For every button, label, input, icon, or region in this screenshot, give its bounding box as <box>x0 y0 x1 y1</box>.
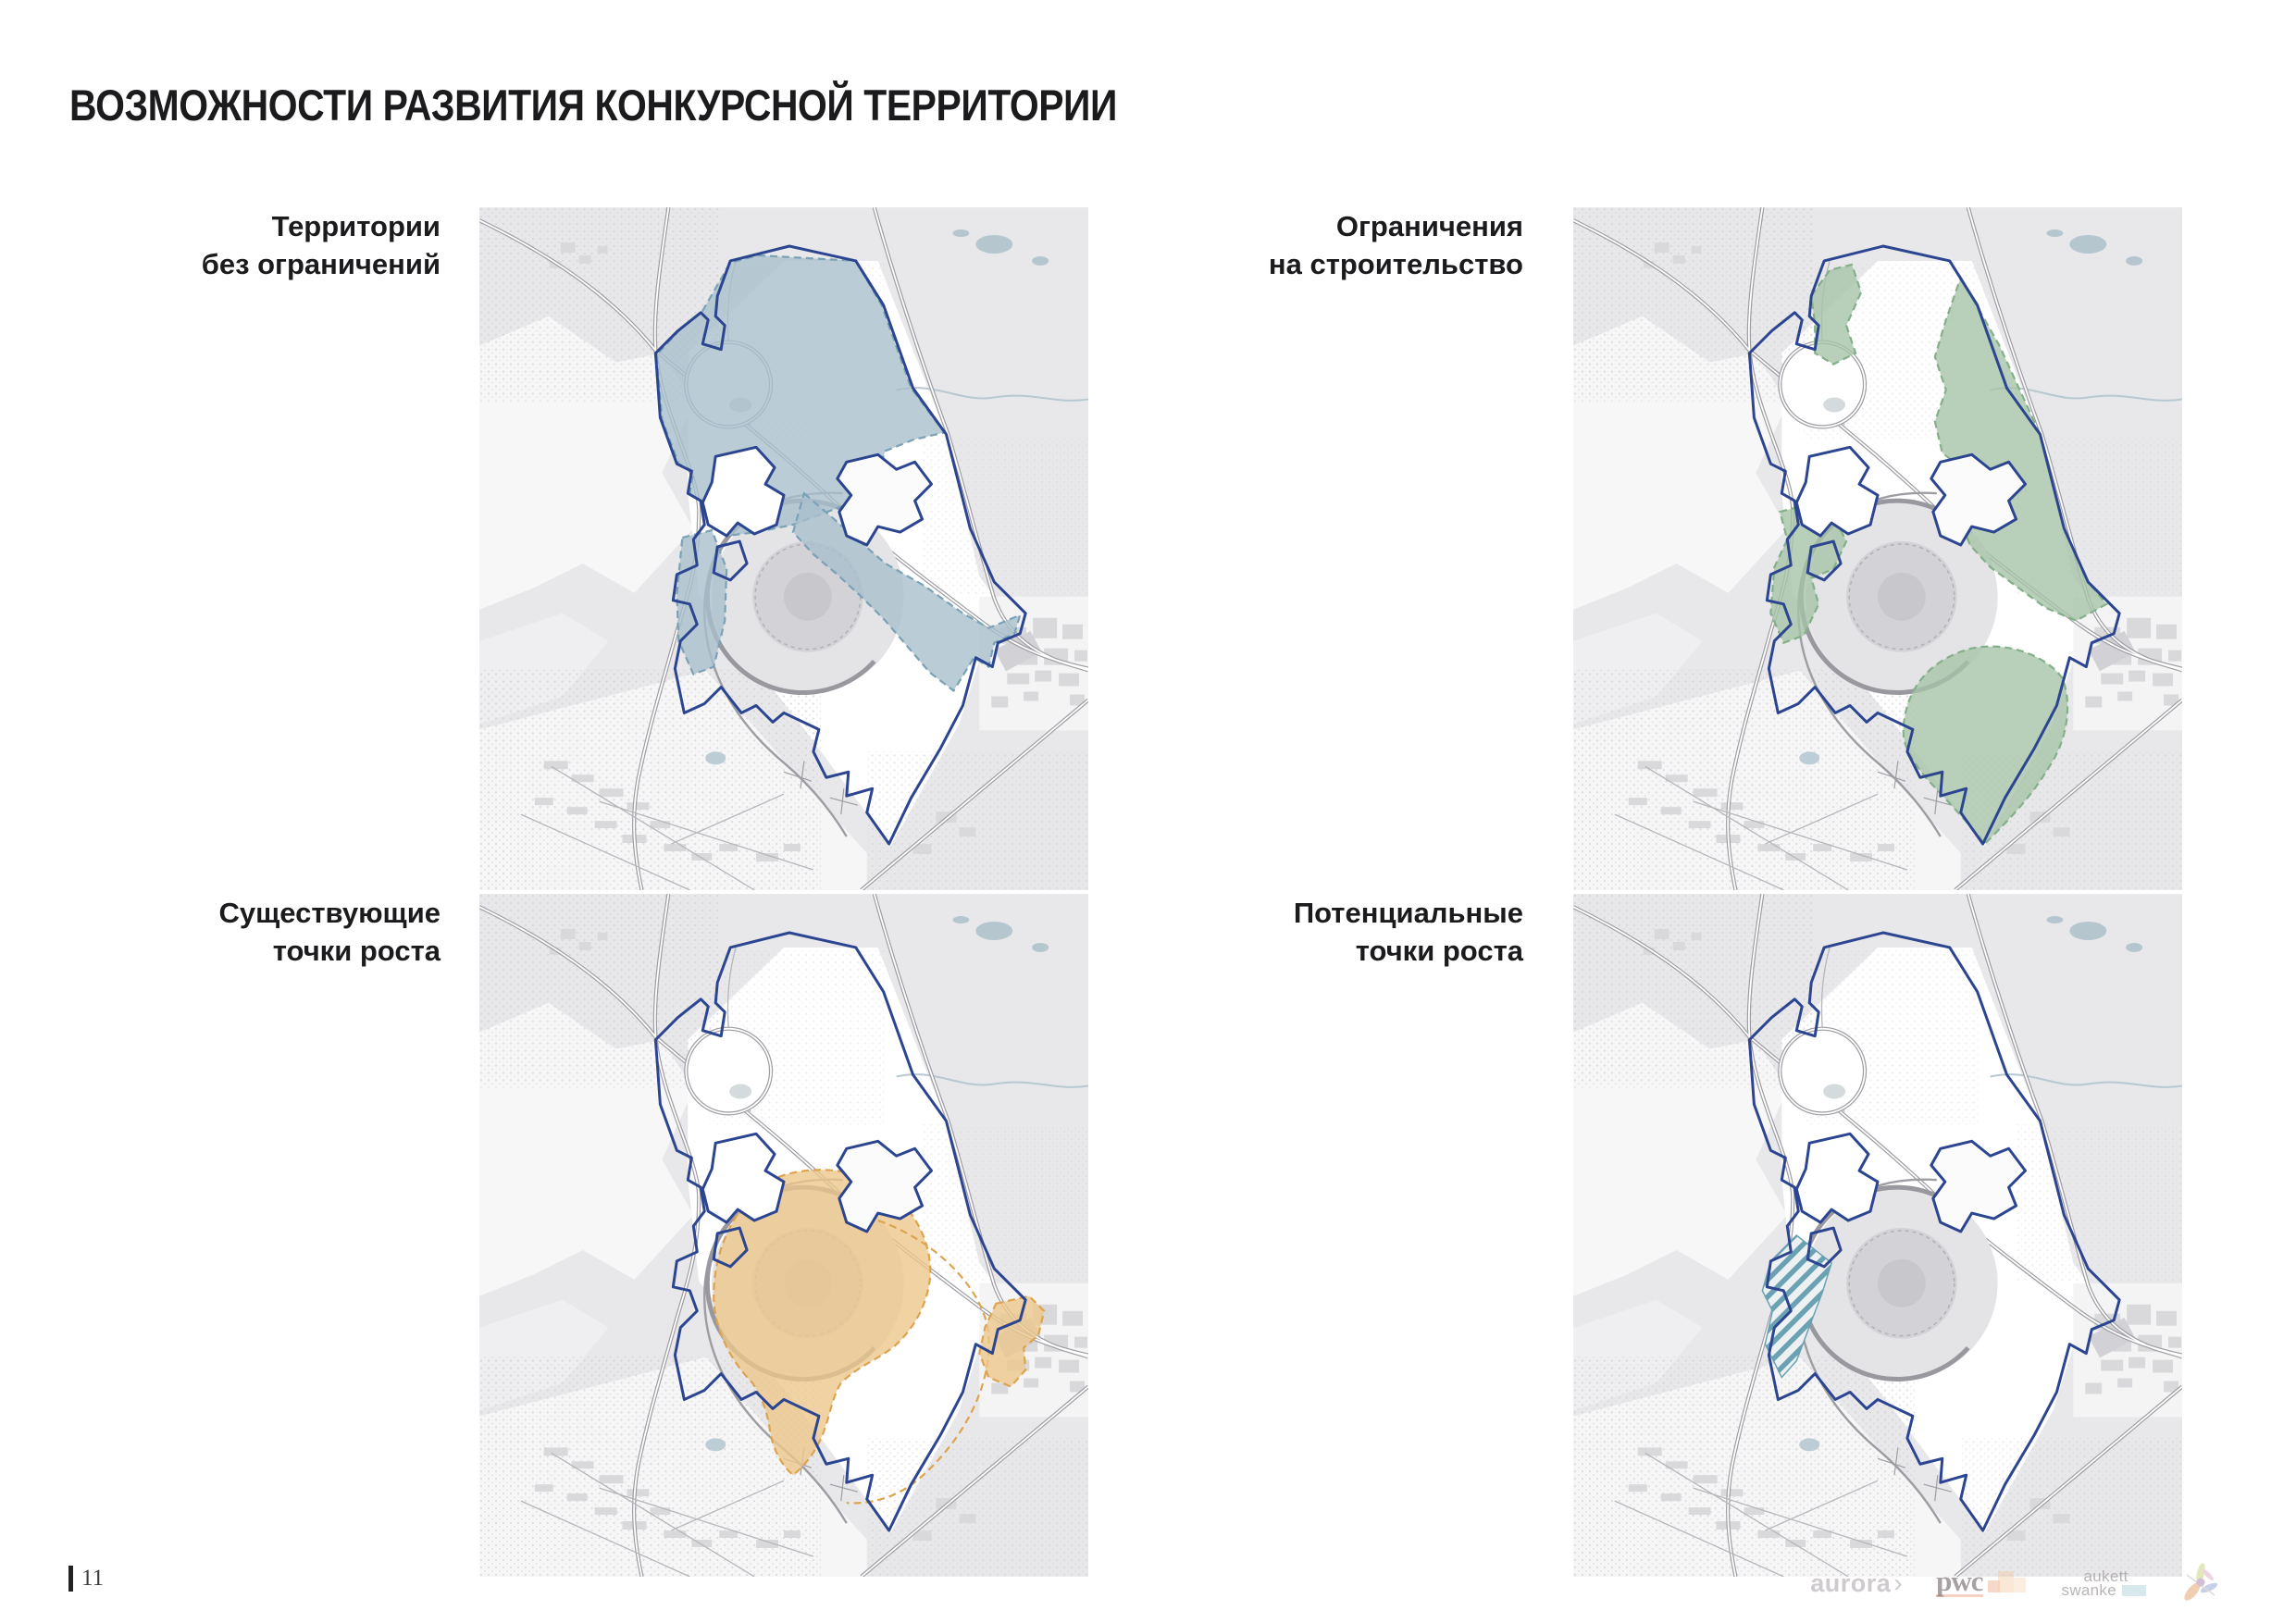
pwc-logo: pwc <box>1936 1567 2029 1597</box>
overlay-existing-growth <box>713 1169 1046 1505</box>
label-territories-without-restrictions: Территории без ограничений <box>201 210 441 280</box>
overlay-potential-growth <box>1761 1234 1833 1379</box>
aurora-logo: aurora › <box>1810 1568 1904 1597</box>
chevron-right-icon: › <box>1893 1568 1904 1597</box>
page-number: 11 <box>68 1566 104 1592</box>
label-potential-growth-points: Потенциальные точки роста <box>1293 897 1523 967</box>
aukett-swanke-logo: aukett swanke <box>2062 1568 2146 1598</box>
label-construction-restrictions: Ограничения на строительство <box>1268 210 1523 280</box>
flower-star-icon <box>2179 1562 2222 1604</box>
pwc-blocks-icon <box>1987 1569 2029 1597</box>
label-existing-growth-points: Существующие точки роста <box>218 897 441 967</box>
partner-logos: aurora › pwc aukett swanke <box>1810 1562 2222 1604</box>
page-number-bar <box>68 1566 73 1592</box>
map-construction-restrictions <box>1573 207 2182 890</box>
page-title: ВОЗМОЖНОСТИ РАЗВИТИЯ КОНКУРСНОЙ ТЕРРИТОР… <box>69 81 1117 130</box>
blue-block-icon <box>2122 1584 2146 1596</box>
map-potential-growth-points <box>1573 894 2182 1577</box>
map-existing-growth-points <box>479 894 1088 1577</box>
map-territories-without-restrictions <box>479 207 1088 890</box>
